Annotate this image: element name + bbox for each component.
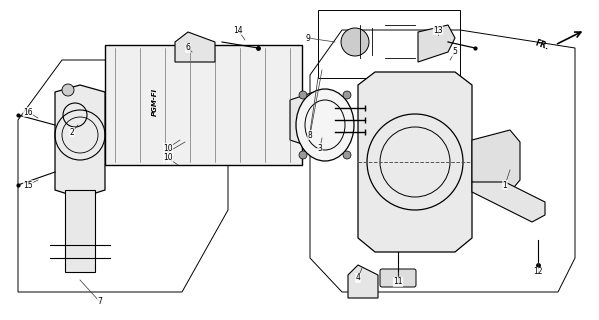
Text: 10: 10	[163, 143, 173, 153]
Text: 4: 4	[356, 274, 361, 283]
Text: 3: 3	[317, 143, 322, 153]
Circle shape	[299, 151, 307, 159]
Circle shape	[343, 151, 351, 159]
Circle shape	[343, 91, 351, 99]
Text: 14: 14	[233, 26, 243, 35]
Text: 5: 5	[453, 47, 458, 57]
Polygon shape	[175, 32, 215, 62]
Text: 2: 2	[69, 127, 74, 137]
Text: 7: 7	[98, 298, 102, 307]
Text: PGM-FI: PGM-FI	[152, 88, 158, 116]
Polygon shape	[290, 90, 335, 150]
Text: 16: 16	[23, 108, 33, 116]
Circle shape	[341, 28, 369, 56]
Polygon shape	[55, 85, 105, 198]
Polygon shape	[65, 190, 95, 272]
Text: 13: 13	[433, 26, 443, 35]
Text: 8: 8	[308, 131, 312, 140]
Text: 11: 11	[394, 277, 403, 286]
Text: 10: 10	[163, 154, 173, 163]
Text: 6: 6	[186, 44, 190, 52]
Text: 9: 9	[305, 34, 310, 43]
Circle shape	[299, 91, 307, 99]
FancyBboxPatch shape	[380, 269, 416, 287]
Polygon shape	[472, 182, 545, 222]
Text: FR.: FR.	[534, 38, 550, 52]
Text: 12: 12	[533, 268, 543, 276]
Polygon shape	[105, 45, 302, 165]
Polygon shape	[418, 25, 455, 62]
Circle shape	[62, 84, 74, 96]
Polygon shape	[472, 130, 520, 192]
Text: 1: 1	[503, 180, 507, 189]
Ellipse shape	[296, 89, 354, 161]
Polygon shape	[358, 72, 472, 252]
Polygon shape	[348, 265, 378, 298]
Text: 15: 15	[23, 180, 33, 189]
